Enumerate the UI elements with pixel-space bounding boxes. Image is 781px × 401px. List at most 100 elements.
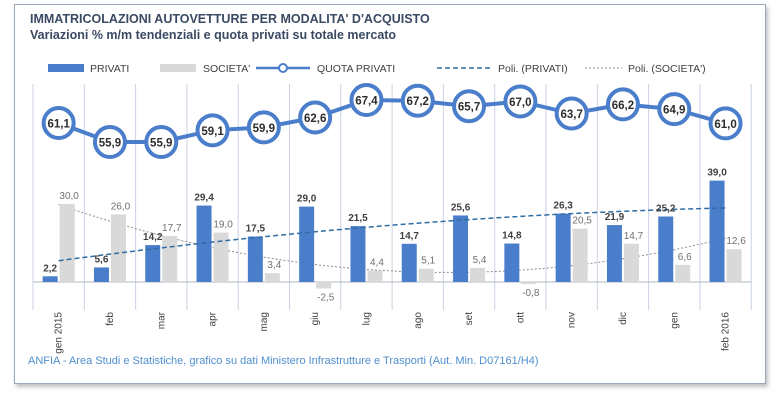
societa-value-label: 30,0 <box>59 191 79 202</box>
bars <box>42 180 742 289</box>
societa-bar <box>110 214 126 282</box>
societa-bar <box>367 270 383 282</box>
quota-value-label: 65,7 <box>458 102 480 114</box>
privati-value-label: 14,2 <box>143 232 163 243</box>
societa-value-label: 5,1 <box>421 256 435 267</box>
legend-trend-societa-label: Poli. (SOCIETA') <box>628 63 706 75</box>
quota-point <box>554 96 589 131</box>
societa-bar <box>59 204 75 282</box>
quota-point <box>400 83 435 118</box>
x-tick-label: nov <box>567 312 578 328</box>
societa-bar <box>162 235 178 282</box>
legend-societa-label: SOCIETA' <box>203 63 250 75</box>
quota-point <box>657 92 692 127</box>
societa-value-label: 4,4 <box>370 258 384 269</box>
x-tick-label: set <box>464 312 475 326</box>
quota-value-label: 67,2 <box>407 96 429 108</box>
quota-line: 61,1 55,9 55,9 59,1 59,9 62,6 67,4 67,2 65,7 67,0… <box>41 83 743 159</box>
quota-point <box>605 87 640 122</box>
privati-value-label: 29,0 <box>297 194 317 205</box>
chart-subtitle: Variazioni % m/m tendenziali e quota pri… <box>30 28 397 42</box>
quota-value-label: 64,9 <box>663 105 685 117</box>
privati-value-label: 17,5 <box>246 224 266 235</box>
quota-point <box>298 100 333 135</box>
societa-value-label: -0,8 <box>522 288 540 299</box>
quota-point <box>195 113 230 148</box>
x-tick-label: feb 2016 <box>721 312 732 351</box>
privati-bar <box>42 276 58 282</box>
quota-point <box>92 125 127 159</box>
privati-value-label: 21,9 <box>605 212 625 223</box>
privati-bar <box>555 213 571 282</box>
societa-value-label: 12,6 <box>726 236 746 247</box>
societa-value-label: 20,5 <box>572 216 592 227</box>
legend-quota-marker <box>278 63 288 73</box>
x-tick-label: mar <box>156 311 167 329</box>
quota-point <box>452 89 487 124</box>
value-labels: 2,2 30,0 5,6 26,0 14,217,7 29,4 19,0 17,5 3,4 29,… <box>43 168 746 304</box>
legend-privati-swatch <box>48 64 84 72</box>
x-axis-ticks: gen 2015 feb mar apr mag giu lug ago set ott nov di… <box>54 311 732 353</box>
societa-value-label: 19,0 <box>213 220 233 231</box>
quota-value-label: 62,6 <box>304 113 326 125</box>
legend-quota-label: QUOTA PRIVATI <box>317 63 395 75</box>
legend: PRIVATI SOCIETA' QUOTA PRIVATI Poli. (PRIVA… <box>48 63 706 75</box>
x-tick-label: ago <box>413 312 424 329</box>
societa-bar <box>264 273 280 282</box>
quota-value-label: 55,9 <box>150 138 172 150</box>
societa-bar <box>521 282 537 285</box>
privati-value-label: 39,0 <box>707 168 727 179</box>
privati-value-label: 25,2 <box>656 203 676 214</box>
societa-bar <box>470 267 486 282</box>
x-tick-label: mag <box>259 312 270 331</box>
societa-value-label: 3,4 <box>267 260 281 271</box>
privati-value-label: 14,7 <box>400 231 420 242</box>
privati-value-label: 5,6 <box>94 254 108 265</box>
societa-bar <box>675 264 691 282</box>
societa-value-label: 26,0 <box>111 201 131 212</box>
legend-societa-swatch <box>160 64 196 72</box>
societa-bar <box>213 232 229 282</box>
societa-value-label: 14,7 <box>624 231 644 242</box>
grid <box>32 84 752 310</box>
privati-bar <box>504 243 520 282</box>
privati-bar <box>709 180 725 282</box>
societa-bar <box>726 249 742 282</box>
quota-point <box>144 125 179 159</box>
quota-value-label: 66,2 <box>612 100 634 112</box>
societa-value-label: -2,5 <box>317 293 335 304</box>
chart-frame <box>14 4 766 384</box>
source-note: ANFIA - Area Studi e Statistiche, grafic… <box>28 355 539 367</box>
privati-bar <box>145 245 161 282</box>
quota-point <box>503 84 538 119</box>
quota-point <box>246 110 281 145</box>
legend-privati-label: PRIVATI <box>90 63 129 75</box>
societa-bar <box>623 243 639 282</box>
privati-value-label: 14,8 <box>502 231 522 242</box>
privati-value-label: 25,6 <box>451 202 471 213</box>
privati-value-label: 26,3 <box>553 201 573 212</box>
societa-bar <box>418 268 434 282</box>
quota-point <box>349 83 384 117</box>
quota-value-label: 59,9 <box>253 123 275 135</box>
privati-bar <box>196 205 212 282</box>
quota-value-label: 61,0 <box>714 119 736 131</box>
societa-bar <box>572 228 588 282</box>
privati-trend <box>58 207 726 262</box>
quota-point <box>708 106 743 141</box>
x-tick-label: feb <box>105 312 116 326</box>
privati-value-label: 29,4 <box>194 193 214 204</box>
quota-value-label: 67,0 <box>509 97 531 109</box>
societa-value-label: 17,7 <box>162 223 182 234</box>
societa-value-label: 5,4 <box>473 255 487 266</box>
privati-value-label: 21,5 <box>348 213 368 224</box>
privati-bar <box>401 243 417 282</box>
societa-value-label: 6,6 <box>678 252 692 263</box>
societa-bar <box>316 282 332 289</box>
x-tick-label: dic <box>618 312 629 325</box>
x-tick-label: apr <box>208 311 219 326</box>
quota-value-label: 61,1 <box>47 119 70 131</box>
privati-bar <box>606 225 622 282</box>
x-tick-label: gen 2015 <box>54 312 65 354</box>
